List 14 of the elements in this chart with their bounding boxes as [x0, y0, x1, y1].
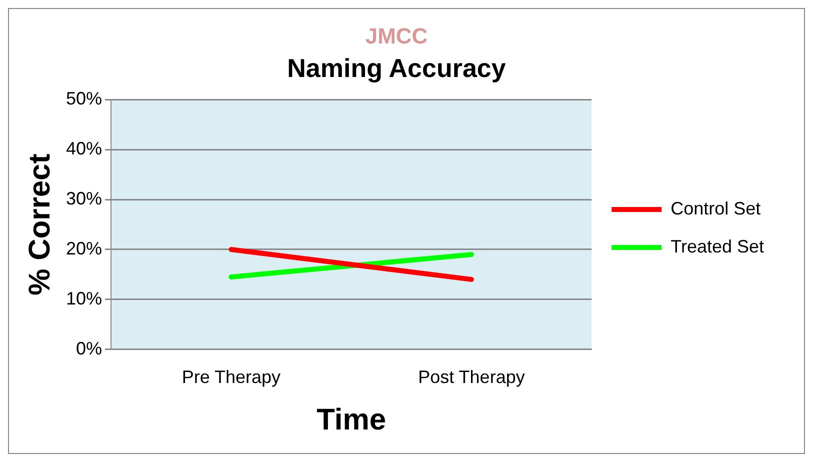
x-tick-label: Pre Therapy [182, 367, 281, 388]
y-tick-label: 50% [66, 88, 102, 109]
y-tick-label: 0% [76, 338, 102, 358]
chart-subtitle: JMCC [365, 23, 428, 48]
y-tick-label: 30% [66, 188, 102, 208]
chart-title: Naming Accuracy [287, 53, 506, 84]
y-tick-label: 40% [66, 138, 102, 159]
x-tick-label: Post Therapy [418, 367, 525, 388]
x-axis-title: Time [316, 403, 386, 436]
legend-label: Treated Set [670, 236, 764, 256]
legend-label: Control Set [670, 198, 761, 218]
y-tick-label: 20% [66, 238, 102, 258]
y-axis-title: % Correct [23, 154, 56, 296]
y-tick-label: 10% [66, 288, 102, 308]
